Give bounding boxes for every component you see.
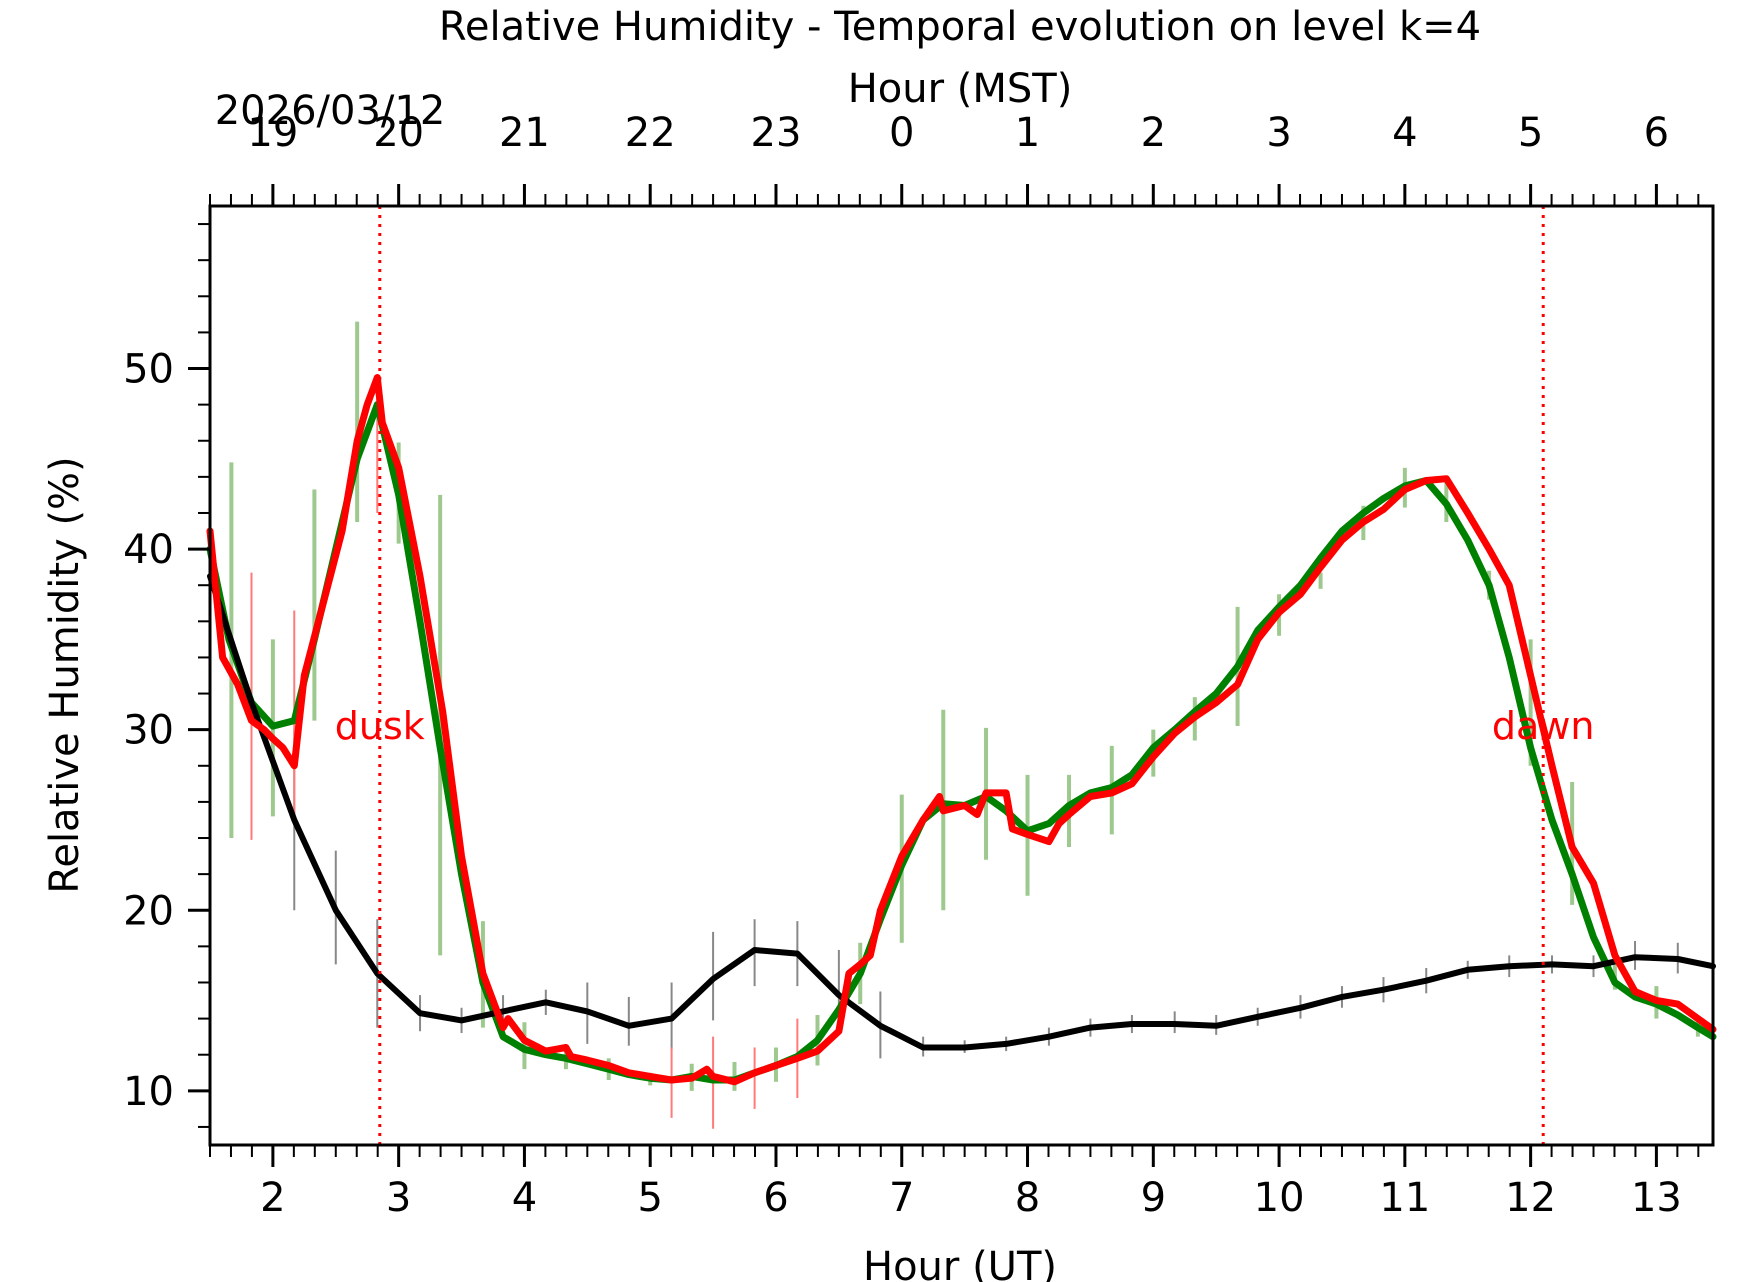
top-x-axis-label: Hour (MST)	[848, 66, 1073, 112]
x-tick-label: 4	[512, 1175, 537, 1221]
y-tick-label: 10	[123, 1069, 174, 1115]
series-line-observations	[206, 374, 1717, 1086]
top-tick-label: 20	[373, 110, 424, 156]
x-tick-label: 5	[637, 1175, 662, 1221]
y-tick-label: 20	[123, 888, 174, 934]
series-lines	[206, 374, 1717, 1086]
top-tick-label: 6	[1644, 110, 1669, 156]
top-tick-label: 4	[1392, 110, 1417, 156]
x-tick-label: 10	[1254, 1175, 1305, 1221]
green-error-bars	[229, 321, 1700, 1091]
top-tick-label: 2	[1141, 110, 1166, 156]
x-tick-label: 13	[1631, 1175, 1682, 1221]
x-tick-label: 2	[260, 1175, 285, 1221]
top-tick-label: 5	[1518, 110, 1543, 156]
x-tick-label: 8	[1015, 1175, 1040, 1221]
series-line-observations-smoothed-	[206, 401, 1717, 1084]
top-tick-label: 21	[499, 110, 550, 156]
top-tick-label: 0	[889, 110, 914, 156]
chart-title: Relative Humidity - Temporal evolution o…	[439, 4, 1481, 50]
series-line-model	[207, 573, 1716, 1051]
x-tick-label: 12	[1505, 1175, 1556, 1221]
x-tick-label: 11	[1379, 1175, 1430, 1221]
x-tick-label: 9	[1141, 1175, 1166, 1221]
y-tick-label: 50	[123, 347, 174, 393]
y-tick-label: 40	[123, 527, 174, 573]
x-tick-label: 3	[386, 1175, 411, 1221]
y-axis-label: Relative Humidity (%)	[42, 456, 88, 893]
top-tick-label: 22	[625, 110, 676, 156]
annotations: dusk dawn	[335, 206, 1595, 1145]
x-tick-label: 6	[763, 1175, 788, 1221]
y-tick-label: 30	[123, 708, 174, 754]
red-error-bars	[250, 397, 799, 1129]
date-label: 2026/03/12	[215, 88, 446, 134]
top-tick-label: 3	[1266, 110, 1291, 156]
x-axis-label: Hour (UT)	[863, 1244, 1057, 1282]
black-error-bars	[250, 576, 1679, 1059]
dusk-label: dusk	[335, 704, 425, 748]
plot-frame	[208, 204, 1715, 1147]
x-tick-label: 7	[889, 1175, 914, 1221]
top-tick-label: 1	[1015, 110, 1040, 156]
top-tick-label: 23	[751, 110, 802, 156]
top-tick-label: 19	[247, 110, 298, 156]
dawn-label: dawn	[1492, 704, 1595, 748]
